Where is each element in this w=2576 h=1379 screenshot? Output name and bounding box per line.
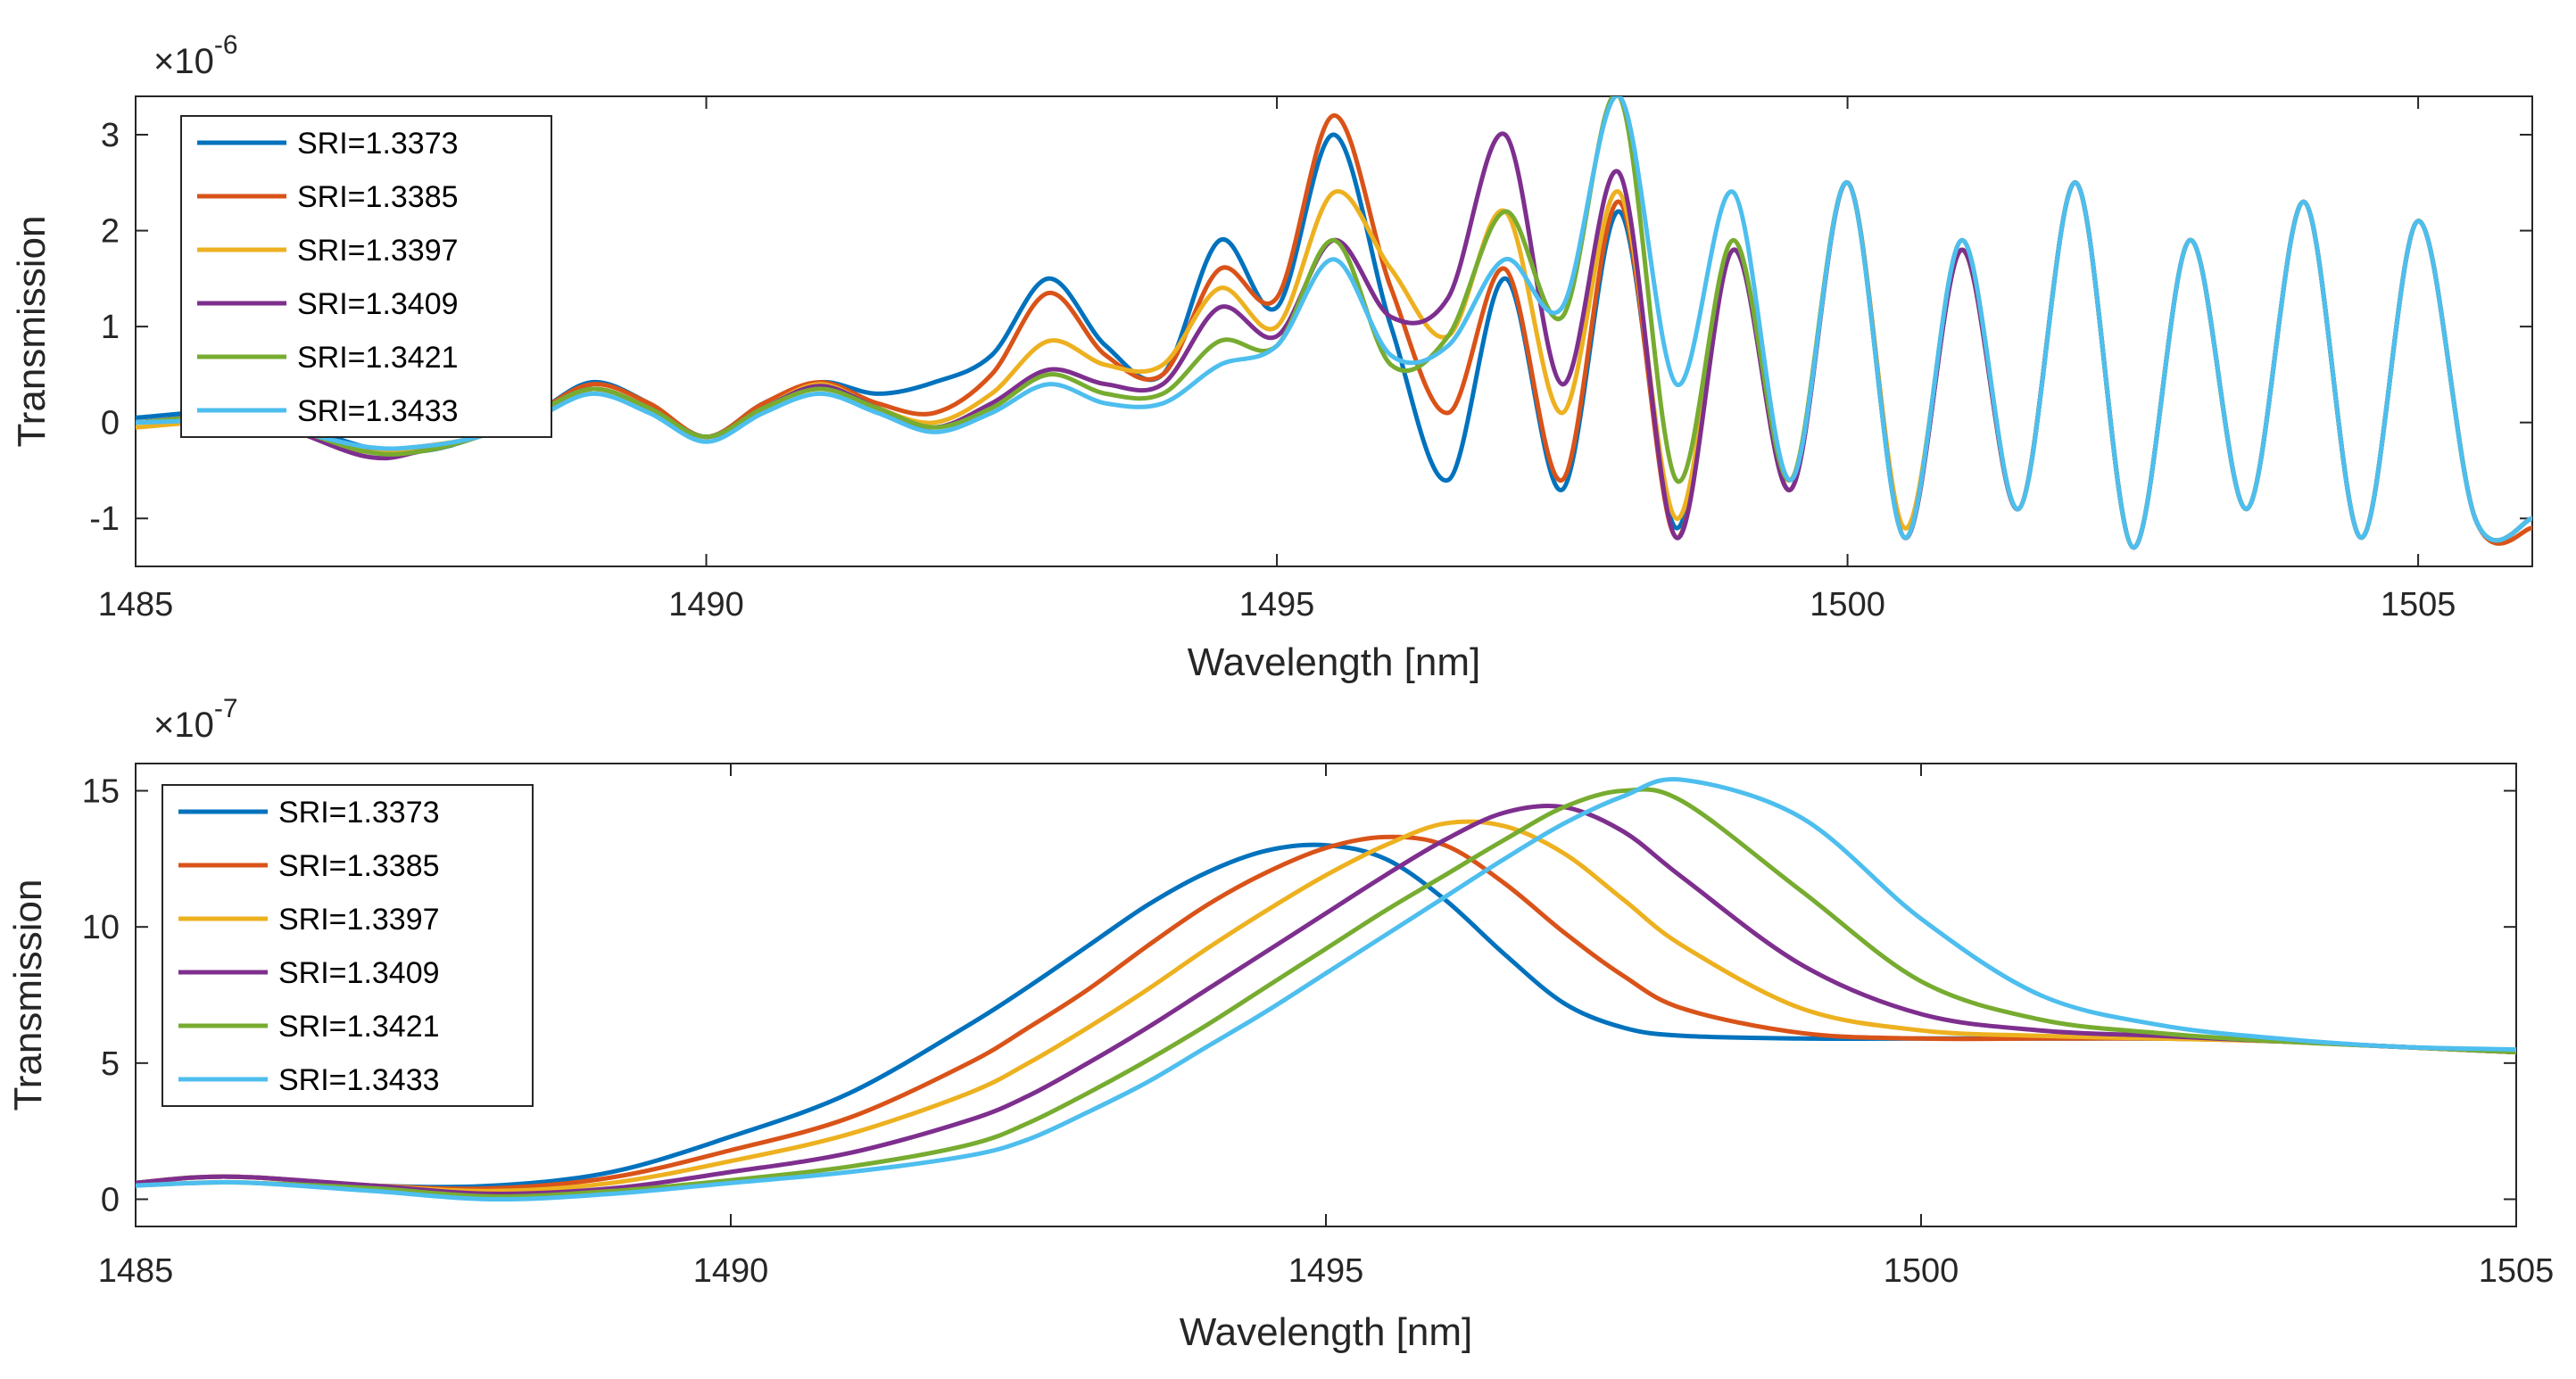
legend-entry-label: SRI=1.3421 [278,1010,440,1044]
legend-entry-label: SRI=1.3409 [278,956,440,990]
y-tick-label: 1 [101,309,120,346]
legend: SRI=1.3373 SRI=1.3385 SRI=1.3397 SRI=1.3409… [180,115,552,438]
top-chart: 1485 1490 1495 1500 1505 -1 0 1 2 3 Wavelength [nm… [10,30,2533,684]
x-tick-label: 1490 [668,586,744,623]
x-tick-label: 1505 [2381,586,2456,623]
legend-entry-label: SRI=1.3373 [278,796,440,830]
series-group [136,777,2516,1202]
x-tick-label: 1490 [693,1252,769,1290]
legend-entry-label: SRI=1.3397 [297,234,459,268]
x-tick-label: 1495 [1288,1252,1364,1290]
x-axis-label: Wavelength [nm] [1188,640,1481,684]
series-line [136,819,2516,1193]
y-tick-label: 10 [82,909,120,946]
y-tick-label: 5 [101,1045,120,1083]
legend-box [180,115,552,438]
x-axis-label: Wavelength [nm] [1180,1310,1473,1354]
legend-entry-label: SRI=1.3385 [278,849,440,883]
legend-entry-label: SRI=1.3397 [278,903,440,937]
y-tick-label: 0 [101,1181,120,1218]
legend-box [162,784,534,1107]
y-axis-multiplier-exponent: -6 [214,30,238,60]
x-tick-label: 1500 [1810,586,1885,623]
legend-entry-label: SRI=1.3409 [297,287,459,321]
x-tick-label: 1495 [1239,586,1315,623]
legend-entry-label: SRI=1.3385 [297,180,459,214]
y-tick-label: 2 [101,213,120,251]
y-axis-label: Transmission [10,216,54,448]
series-line [136,787,2516,1199]
legend: SRI=1.3373 SRI=1.3385 SRI=1.3397 SRI=1.3409… [162,784,534,1107]
x-tick-label: 1500 [1884,1252,1959,1290]
y-tick-label: 0 [101,405,120,442]
y-tick-label: -1 [89,500,120,538]
series-line [136,834,2516,1192]
bottom-chart: 1485 1490 1495 1500 1505 0 5 10 15 Wavelength [nm… [6,694,2554,1354]
x-tick-label: 1485 [98,1252,174,1290]
series-line [136,803,2516,1196]
y-axis-multiplier-exponent: -7 [214,694,238,723]
legend-entry-label: SRI=1.3433 [278,1063,440,1097]
legend-entry-label: SRI=1.3433 [297,394,459,428]
x-tick-label: 1485 [98,586,174,623]
series-line [136,777,2516,1202]
y-tick-label: 3 [101,117,120,154]
y-axis-label: Transmission [6,879,50,1111]
legend-entry-label: SRI=1.3421 [297,341,459,375]
legend-entry-label: SRI=1.3373 [297,127,459,161]
x-tick-label: 1505 [2479,1252,2555,1290]
series-group [136,96,2532,550]
series-line [136,96,2532,550]
y-tick-label: 15 [82,773,120,811]
